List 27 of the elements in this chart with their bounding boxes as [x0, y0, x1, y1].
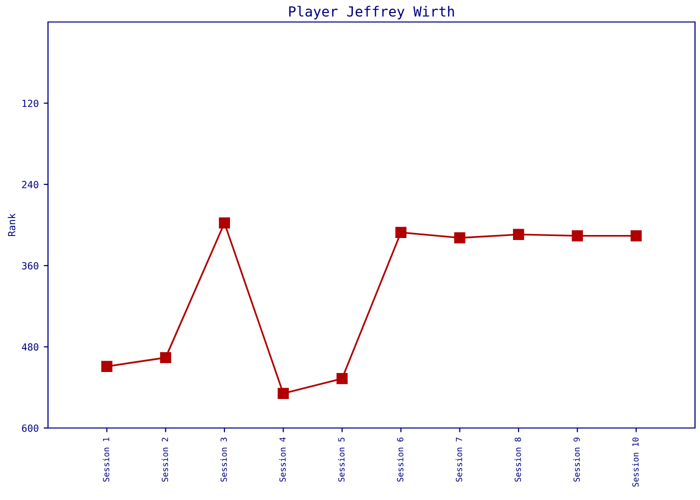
x-tick-label: Session 7: [456, 438, 462, 482]
point: [160, 352, 172, 364]
x-tick-label: Session 6: [396, 438, 404, 482]
point: [630, 230, 642, 242]
point: [395, 226, 406, 238]
point: [454, 232, 466, 244]
x-tick-label: Session 4: [279, 437, 286, 482]
x-tick-label: Session 3: [220, 438, 227, 482]
y-axis-title: Rank: [8, 213, 16, 236]
y-tick-label: 240: [22, 180, 38, 188]
x-tick-label: Session 10: [632, 438, 639, 487]
x-tick-label: Session 1: [102, 438, 110, 482]
x-tick-label: Session 2: [162, 438, 168, 482]
point: [218, 217, 230, 229]
chart-title: Player Jeffrey Wirth: [289, 6, 454, 20]
point: [512, 228, 524, 240]
y-tick-label: 480: [22, 343, 38, 351]
point: [278, 388, 289, 400]
y-tick-label: 120: [22, 100, 38, 108]
y-tick-label: 360: [22, 262, 38, 270]
point: [572, 230, 583, 242]
point: [336, 373, 348, 384]
x-tick-label: Session 8: [514, 438, 521, 482]
x-tick-label: Session 9: [573, 438, 580, 482]
point: [101, 360, 112, 372]
y-tick-label: 600: [22, 424, 38, 432]
x-tick-label: Session 5: [338, 438, 345, 482]
